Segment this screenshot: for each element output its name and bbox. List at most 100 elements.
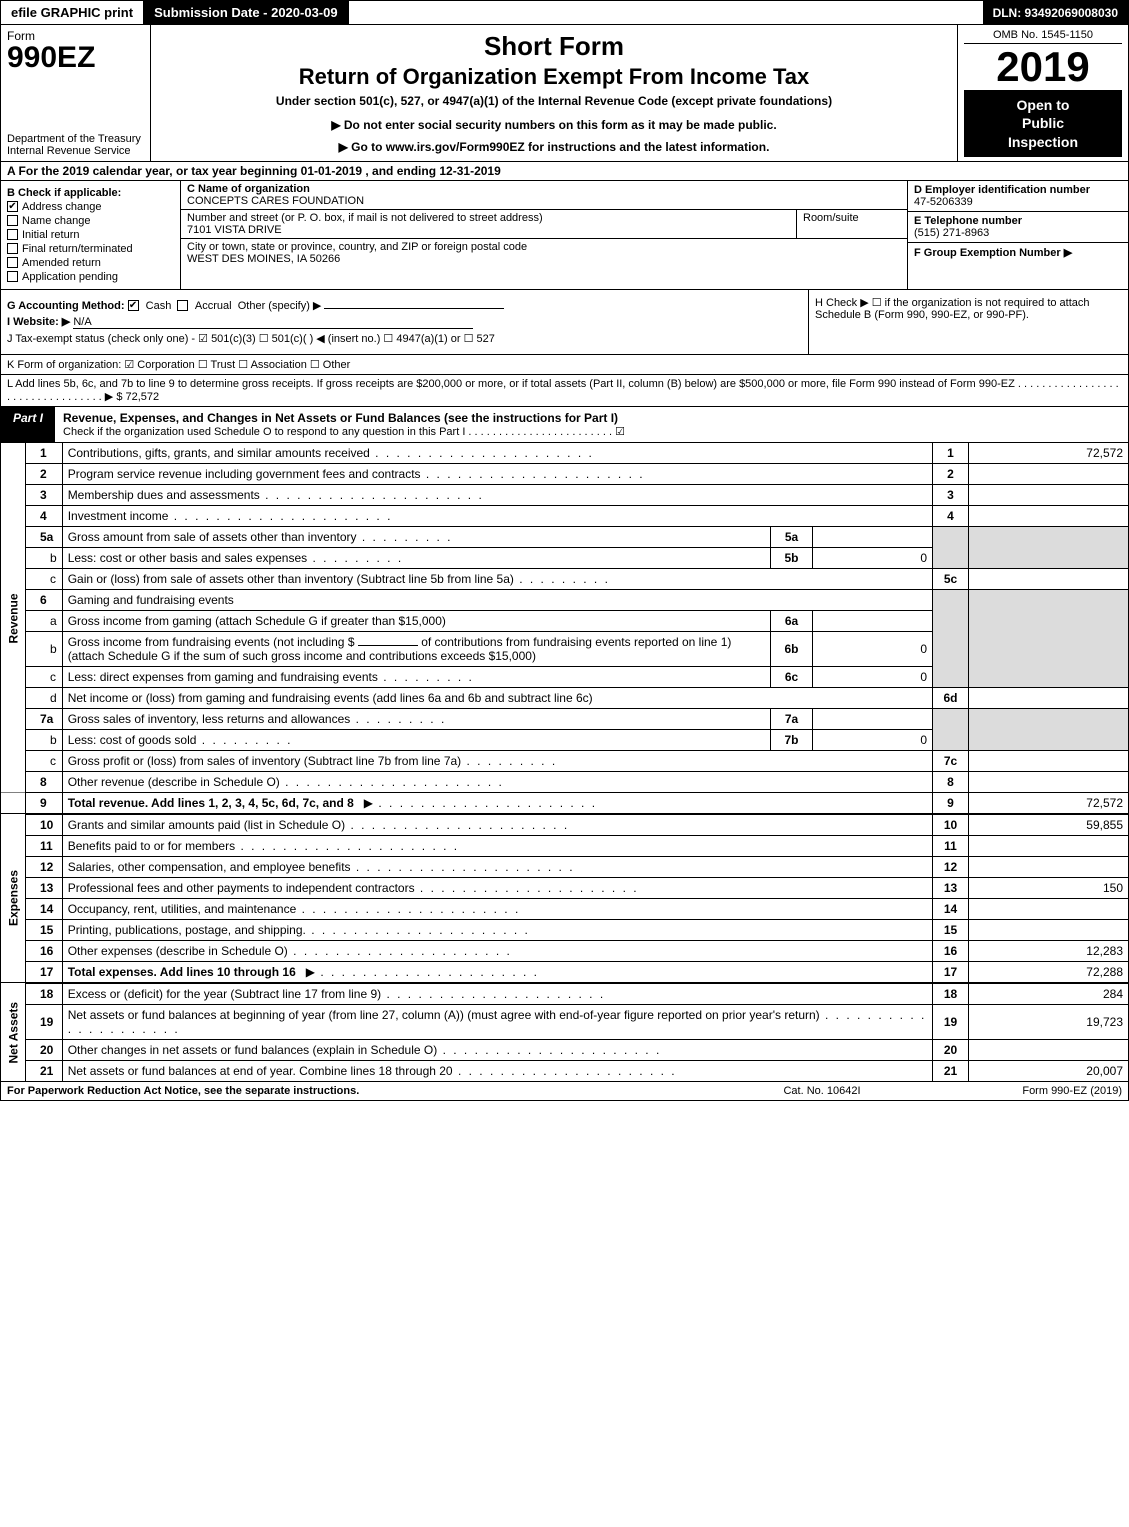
ln-11-amt [969,835,1129,856]
row-k: K Form of organization: ☑ Corporation ☐ … [0,355,1129,375]
chk-application-pending[interactable]: Application pending [7,271,174,283]
ln-3-amt [969,484,1129,505]
ln-16-amt: 12,283 [969,940,1129,961]
ln-5c-amt [969,568,1129,589]
chk-amended-return[interactable]: Amended return [7,257,174,269]
row-g-label: G Accounting Method: [7,300,125,312]
chk-name-change[interactable]: Name change [7,215,174,227]
ln-10-col: 10 [933,814,969,836]
ln-14-desc: Occupancy, rent, utilities, and maintena… [62,898,932,919]
part-1-tab: Part I [1,407,55,442]
goto-link[interactable]: ▶ Go to www.irs.gov/Form990EZ for instru… [157,140,951,154]
ln-6a-desc: Gross income from gaming (attach Schedul… [62,610,770,631]
tax-year: 2019 [964,44,1122,90]
tel-value: (515) 271-8963 [914,227,989,239]
ln-14-col: 14 [933,898,969,919]
ln-12-col: 12 [933,856,969,877]
section-b: B Check if applicable: Address change Na… [1,181,181,289]
ln-2-desc: Program service revenue including govern… [62,463,932,484]
chk-final-return[interactable]: Final return/terminated [7,243,174,255]
street-value: 7101 VISTA DRIVE [187,224,282,236]
ln-9-amt: 72,572 [969,792,1129,814]
city-label: City or town, state or province, country… [187,241,527,253]
open-to-public-box: Open to Public Inspection [964,90,1122,157]
ln-6c-inval: 0 [813,666,933,687]
ln-5a-inval [813,526,933,547]
side-expenses: Expenses [1,814,26,983]
ln-6c-innum: 6c [771,666,813,687]
ln-18-amt: 284 [969,983,1129,1005]
ln-1-num: 1 [26,443,63,464]
section-b-label: B Check if applicable: [7,187,174,199]
ln-12-amt [969,856,1129,877]
ln-6a-innum: 6a [771,610,813,631]
dln-label: DLN: 93492069008030 [983,1,1128,24]
ln-20-desc: Other changes in net assets or fund bala… [62,1039,932,1060]
section-def: D Employer identification number 47-5206… [908,181,1128,289]
ln-7b-innum: 7b [771,729,813,750]
row-a-tax-year: A For the 2019 calendar year, or tax yea… [0,162,1129,181]
ln-11-desc: Benefits paid to or for members [62,835,932,856]
header-right: OMB No. 1545-1150 2019 Open to Public In… [958,25,1128,161]
chk-initial-return[interactable]: Initial return [7,229,174,241]
footer-catno: Cat. No. 10642I [722,1085,922,1097]
ln-6d-col: 6d [933,687,969,708]
chk-address-change-label: Address change [22,201,102,213]
form-number: 990EZ [7,43,144,73]
org-name: CONCEPTS CARES FOUNDATION [187,195,364,207]
ln-18-desc: Excess or (deficit) for the year (Subtra… [62,983,932,1005]
header-left: Form 990EZ Department of the Treasury In… [1,25,151,161]
ln-5b-inval: 0 [813,547,933,568]
ln-7c-amt [969,750,1129,771]
tel-label: E Telephone number [914,215,1022,227]
ln-10-amt: 59,855 [969,814,1129,836]
page-footer: For Paperwork Reduction Act Notice, see … [0,1082,1129,1101]
ln-6d-amt [969,687,1129,708]
ln-21-col: 21 [933,1060,969,1081]
chk-cash[interactable] [128,300,139,311]
ln-9-desc: Total revenue. Add lines 1, 2, 3, 4, 5c,… [62,792,932,814]
city-value: WEST DES MOINES, IA 50266 [187,253,340,265]
name-label: C Name of organization [187,183,310,195]
chk-address-change[interactable]: Address change [7,201,174,213]
footer-paperwork: For Paperwork Reduction Act Notice, see … [7,1085,722,1097]
form-header: Form 990EZ Department of the Treasury In… [0,25,1129,162]
title-short-form: Short Form [157,31,951,62]
website-label: I Website: ▶ [7,316,70,328]
row-l-text: L Add lines 5b, 6c, and 7b to line 9 to … [7,378,1119,403]
row-h: H Check ▶ ☐ if the organization is not r… [808,290,1128,354]
part-1-title: Revenue, Expenses, and Changes in Net As… [63,411,618,425]
room-suite-label: Room/suite [797,210,907,238]
ln-17-amt: 72,288 [969,961,1129,983]
submission-date-button[interactable]: Submission Date - 2020-03-09 [144,1,349,24]
ln-7b-desc: Less: cost of goods sold [62,729,770,750]
ln-1-desc: Contributions, gifts, grants, and simila… [62,443,932,464]
chk-application-pending-label: Application pending [22,271,118,283]
ln-3-col: 3 [933,484,969,505]
group-exemption-label: F Group Exemption Number ▶ [914,247,1072,259]
side-revenue: Revenue [1,443,26,793]
chk-amended-return-label: Amended return [22,257,101,269]
part-1-sub: Check if the organization used Schedule … [63,425,1120,438]
accrual-label: Accrual [195,300,232,312]
ln-19-amt: 19,723 [969,1004,1129,1039]
ln-16-desc: Other expenses (describe in Schedule O) [62,940,932,961]
ln-15-col: 15 [933,919,969,940]
ln-4-desc: Investment income [62,505,932,526]
chk-accrual[interactable] [177,300,188,311]
ln-15-desc: Printing, publications, postage, and shi… [62,919,932,940]
ln-7c-col: 7c [933,750,969,771]
ln-2-amt [969,463,1129,484]
gh-block: G Accounting Method: Cash Accrual Other … [0,290,1129,355]
ln-4-amt [969,505,1129,526]
footer-formid: Form 990-EZ (2019) [922,1085,1122,1097]
ein-label: D Employer identification number [914,184,1090,196]
ln-8-amt [969,771,1129,792]
row-j: J Tax-exempt status (check only one) - ☑… [7,332,802,345]
info-grid: B Check if applicable: Address change Na… [0,181,1129,290]
ln-6c-desc: Less: direct expenses from gaming and fu… [62,666,770,687]
efile-print-button[interactable]: efile GRAPHIC print [1,1,144,24]
ln-6a-inval [813,610,933,631]
other-specify-line[interactable] [324,308,504,309]
irs-label: Internal Revenue Service [7,145,131,157]
